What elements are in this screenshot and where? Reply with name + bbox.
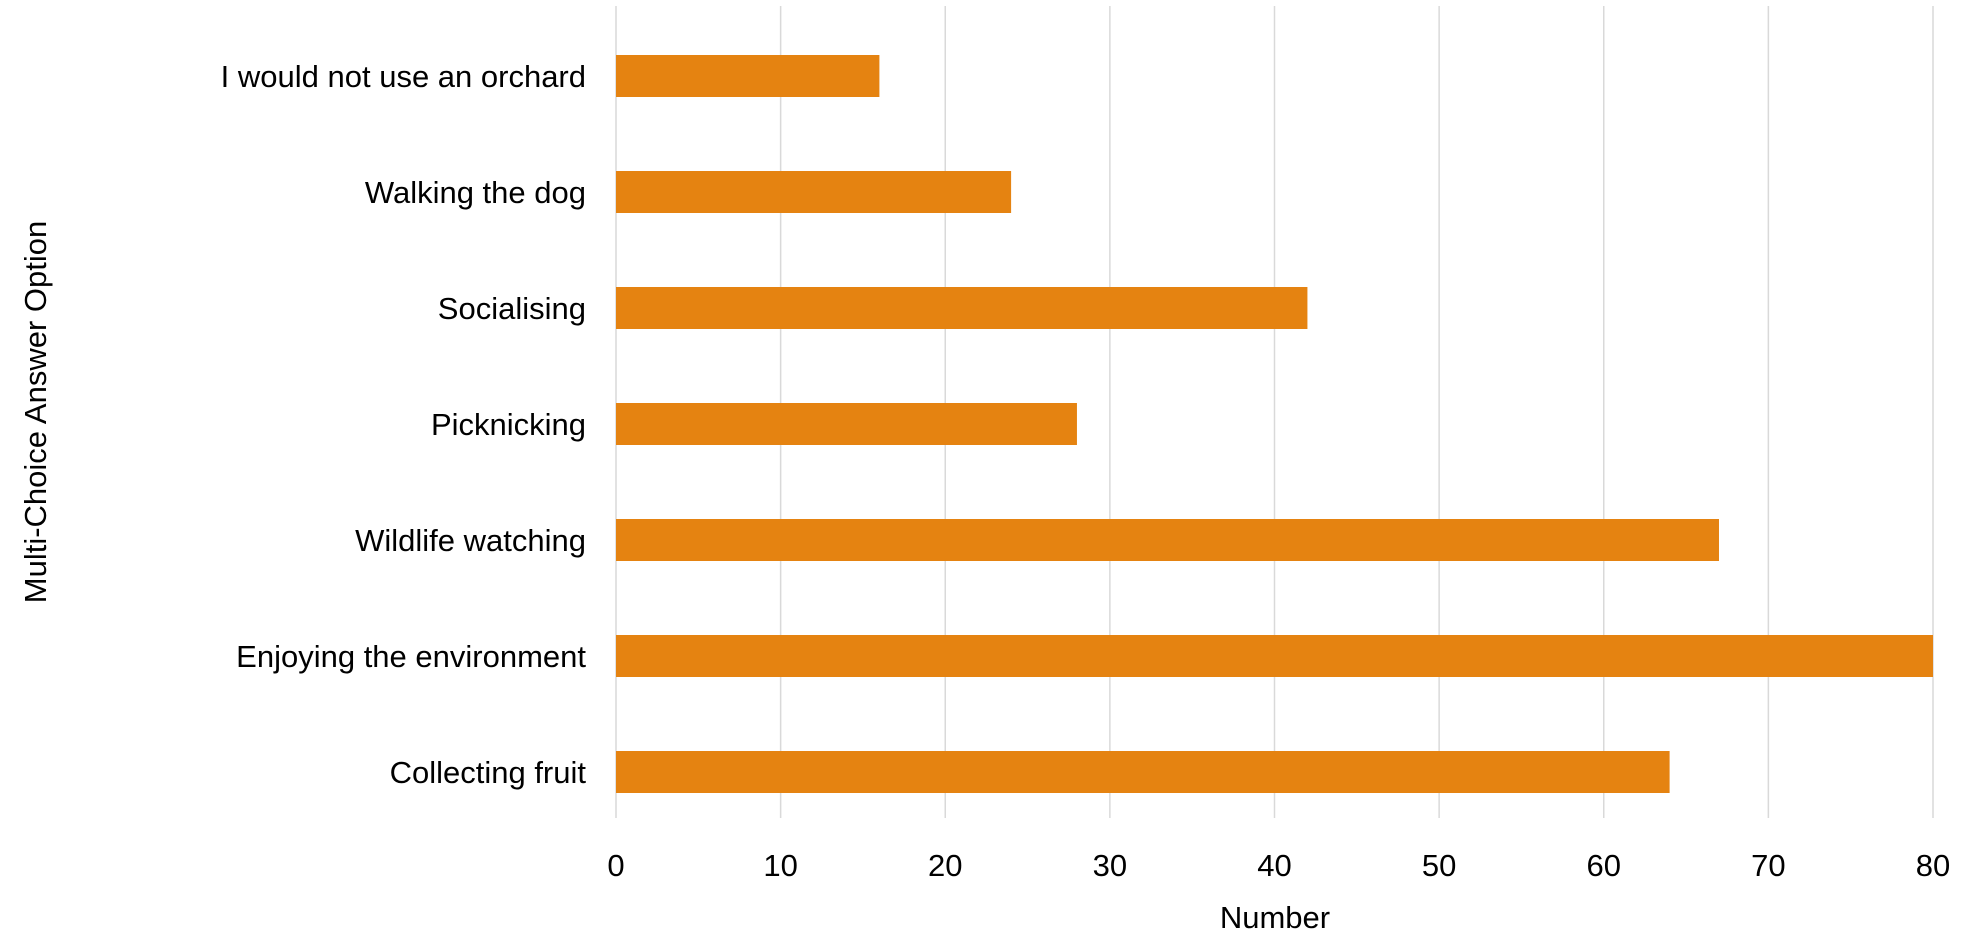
bar-3: [616, 403, 1077, 445]
x-tick-label-10: 10: [763, 848, 797, 883]
bar-4: [616, 519, 1719, 561]
category-label-3: Picknicking: [431, 407, 586, 442]
x-tick-label-50: 50: [1422, 848, 1456, 883]
bars: [616, 55, 1933, 793]
x-tick-label-80: 80: [1916, 848, 1950, 883]
x-tick-label-0: 0: [607, 848, 624, 883]
bar-5: [616, 635, 1933, 677]
gridlines: [615, 6, 1934, 818]
bar-0: [616, 55, 880, 97]
category-labels: I would not use an orchard Walking the do…: [221, 59, 587, 790]
category-label-5: Enjoying the environment: [236, 639, 586, 674]
bar-1: [616, 171, 1012, 213]
x-tick-label-40: 40: [1257, 848, 1291, 883]
category-label-0: I would not use an orchard: [221, 59, 586, 94]
x-axis-title: Number: [1220, 900, 1330, 935]
x-tick-label-20: 20: [928, 848, 962, 883]
bar-6: [616, 751, 1670, 793]
y-axis-title: Multi-Choice Answer Option: [18, 221, 53, 604]
x-tick-label-30: 30: [1093, 848, 1127, 883]
x-tick-label-70: 70: [1751, 848, 1785, 883]
bar-2: [616, 287, 1308, 329]
category-label-2: Socialising: [438, 291, 586, 326]
category-label-1: Walking the dog: [365, 175, 586, 210]
x-tick-labels: 0 10 20 30 40 50 60 70 80: [607, 848, 1950, 883]
category-label-4: Wildlife watching: [355, 523, 586, 558]
category-label-6: Collecting fruit: [390, 755, 587, 790]
x-tick-label-60: 60: [1587, 848, 1621, 883]
